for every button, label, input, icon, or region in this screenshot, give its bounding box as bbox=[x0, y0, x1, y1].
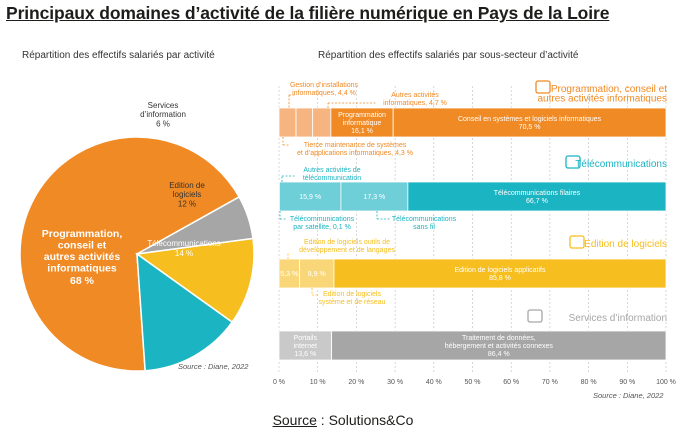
pie-chart-title: Répartition des effectifs salariés par a… bbox=[22, 50, 215, 61]
bar-segment-label: Portails internet 13,6 % bbox=[294, 335, 318, 358]
annotation-label: Tierce maintenance de systèmes et d’appli… bbox=[297, 142, 413, 157]
bar-chart-source: Source : Diane, 2022 bbox=[593, 391, 664, 400]
gamepad-icon bbox=[569, 235, 585, 249]
footer-source: Source : Solutions&Co bbox=[0, 412, 686, 428]
pie-slice-value: 12 % bbox=[178, 200, 196, 209]
pie-slice-label: Edition de logiciels bbox=[169, 181, 205, 199]
bar-segment-label: Programmation informatique 16,1 % bbox=[338, 112, 386, 135]
antenna-icon bbox=[565, 155, 581, 169]
page-title: Principaux domaines d’activité de la fil… bbox=[6, 3, 610, 23]
bar-segment-label: Edition de logiciels applicatifs 85,8 % bbox=[454, 267, 546, 282]
annotation-label: Edition de logiciels système et de réseau bbox=[319, 291, 386, 306]
footer-source-value: : Solutions&Co bbox=[316, 412, 414, 428]
bar-segment bbox=[330, 107, 394, 138]
bar-segment-label: 5,3 % bbox=[280, 271, 298, 278]
bar-segment bbox=[340, 181, 409, 212]
bar-segment-label: Conseil en systèmes et logiciels informa… bbox=[458, 116, 602, 131]
x-tick-label: 40 % bbox=[426, 379, 442, 386]
group-name: Services d’information bbox=[569, 313, 667, 324]
pie-slice bbox=[136, 252, 234, 372]
pie-slice-value: 6 % bbox=[156, 120, 170, 129]
bar-segment bbox=[331, 330, 667, 361]
computer-icon bbox=[535, 80, 551, 94]
pie-slice-value: 14 % bbox=[175, 249, 193, 258]
bar-segment-label: 15,9 % bbox=[299, 194, 321, 201]
pie-slice bbox=[135, 237, 255, 324]
bar-segment bbox=[312, 107, 332, 138]
x-tick-label: 30 % bbox=[387, 379, 403, 386]
bar-segment-label: Traitement de données, hébergement et act… bbox=[445, 335, 554, 358]
annotation-label: Télécommunications par satellite, 0,1 % bbox=[290, 216, 355, 231]
bar-segment-label: Télécommunications filaires 66,7 % bbox=[494, 190, 581, 205]
annotation-label: Télécommunications sans fil bbox=[392, 216, 457, 231]
x-tick-label: 80 % bbox=[581, 379, 597, 386]
bar-segment bbox=[278, 107, 297, 138]
group-name: Programmation, conseil et autres activité… bbox=[537, 84, 667, 105]
bar-segment bbox=[299, 258, 335, 289]
pie-slice-label: Services d’information bbox=[140, 101, 186, 119]
x-tick-label: 50 % bbox=[465, 379, 481, 386]
x-tick-label: 20 % bbox=[348, 379, 364, 386]
bar-segment bbox=[295, 107, 314, 138]
annotation-label: Autres activités de télécommunication bbox=[303, 167, 361, 182]
x-tick-label: 10 % bbox=[310, 379, 326, 386]
pie-slice-value: 68 % bbox=[70, 275, 95, 287]
bar-chart-title: Répartition des effectifs salariés par s… bbox=[318, 50, 579, 61]
annotation-label: Gestion d’installations informatiques, 4,… bbox=[290, 82, 359, 97]
x-tick-label: 60 % bbox=[503, 379, 519, 386]
footer-source-label: Source bbox=[272, 412, 317, 428]
x-tick-label: 100 % bbox=[656, 379, 676, 386]
annotation-label: Edition de logiciels outils de développem… bbox=[299, 239, 395, 254]
bar-segment bbox=[392, 107, 667, 138]
pie-slice bbox=[19, 136, 241, 372]
group-name: Edition de logiciels bbox=[584, 239, 667, 250]
x-tick-label: 0 % bbox=[273, 379, 285, 386]
pie-chart-source: Source : Diane, 2022 bbox=[178, 362, 249, 371]
database-icon bbox=[527, 309, 543, 323]
pie-slice-label: Télécommunications bbox=[147, 239, 220, 248]
bar-segment bbox=[333, 258, 667, 289]
bar-segment-label: 17,3 % bbox=[363, 194, 385, 201]
x-tick-label: 70 % bbox=[542, 379, 558, 386]
pie-slice-label: Programmation, conseil et autres activités… bbox=[42, 228, 123, 275]
group-name: Télécommunications bbox=[575, 159, 667, 170]
annotation-label: Autres activités informatiques, 4,7 % bbox=[383, 92, 447, 107]
bar-segment bbox=[407, 181, 667, 212]
bar-segment bbox=[278, 181, 342, 212]
bar-segment-label: 8,9 % bbox=[308, 271, 326, 278]
x-tick-label: 90 % bbox=[619, 379, 635, 386]
